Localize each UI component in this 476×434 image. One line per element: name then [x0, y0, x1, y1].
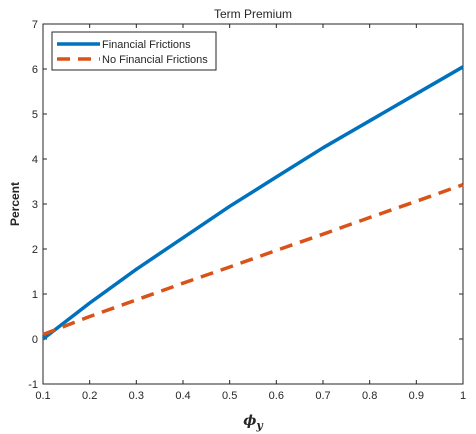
y-tick-label: 3: [32, 199, 38, 211]
plot-frame: [42, 23, 464, 385]
x-tick-label: 0.1: [35, 390, 50, 402]
y-tick-label: -1: [28, 379, 38, 391]
y-tick-label: 1: [32, 289, 38, 301]
y-axis-label: Percent: [8, 182, 22, 226]
x-tick-label: 0.4: [175, 390, 190, 402]
x-tick-label: 0.8: [362, 390, 377, 402]
y-tick-label: 6: [32, 64, 38, 76]
x-axis-label-symbol: ϕ: [243, 413, 256, 429]
y-tick-label: 5: [32, 109, 38, 121]
y-tick-label: 7: [32, 19, 38, 31]
plot-axes: 0.1 0.2 0.3 0.4 0.5 0.6 0.7 0.8 0.9 1 -1 0 1 2 3 4 5 6 7: [28, 19, 466, 402]
legend-box: [51, 31, 217, 71]
x-tick-label: 0.7: [315, 390, 330, 402]
x-tick-label: 1: [460, 390, 466, 402]
y-tick-label: 2: [32, 244, 38, 256]
x-axis-label: ϕy: [243, 413, 264, 432]
y-tick-label: 4: [32, 154, 38, 166]
x-tick-label: 0.9: [409, 390, 424, 402]
y-tick-label: 0: [32, 334, 38, 346]
series-line-1: [42, 183, 464, 337]
x-tick-label: 0.5: [222, 390, 237, 402]
series-line-0: [41, 65, 464, 341]
series-layer: [41, 65, 464, 341]
chart-title: Term Premium: [214, 7, 292, 21]
x-tick-label: 0.6: [269, 390, 284, 402]
legend: Financial Frictions No Financial Friction…: [51, 31, 217, 71]
x-tick-label: 0.3: [129, 390, 144, 402]
x-axis-label-subscript: y: [255, 419, 264, 432]
legend-label: No Financial Frictions: [102, 54, 208, 66]
x-tick-label: 0.2: [82, 390, 97, 402]
legend-label: Financial Frictions: [102, 39, 191, 51]
